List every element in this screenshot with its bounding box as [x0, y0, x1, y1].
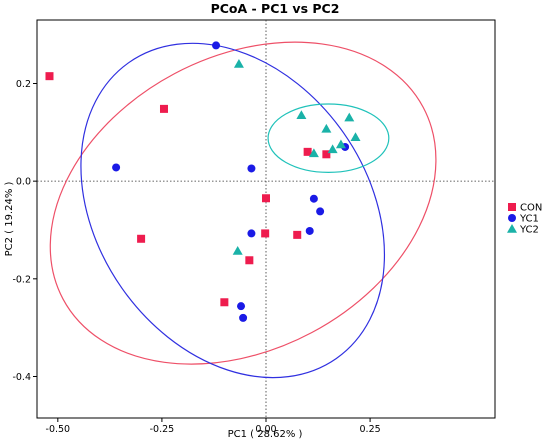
y-tick-label: 0.0	[16, 177, 31, 188]
data-points	[45, 41, 361, 322]
point-yc2	[350, 132, 361, 141]
y-tick-label: 0.2	[16, 79, 31, 90]
point-yc1	[247, 164, 256, 173]
point-con	[293, 230, 302, 239]
x-axis-label: PC1 ( 28.62% )	[228, 429, 303, 440]
point-con	[245, 256, 254, 265]
point-yc1	[237, 302, 246, 311]
point-yc1	[239, 313, 248, 322]
confidence-ellipses	[49, 41, 437, 379]
x-tick-label: -0.50	[46, 424, 71, 435]
point-con	[262, 194, 270, 203]
legend-marker-con	[508, 203, 516, 211]
y-tick-label: -0.2	[12, 274, 31, 285]
legend-label-yc2: YC2	[519, 225, 539, 236]
x-tick-label: 0.00	[255, 424, 276, 435]
point-con	[220, 298, 229, 307]
y-tick-label: -0.4	[12, 372, 31, 383]
ellipse-yc2	[267, 103, 390, 173]
point-con	[137, 234, 146, 243]
y-axis-ticks: -0.4 -0.2 0.0 0.2	[12, 79, 37, 383]
point-con	[159, 104, 168, 113]
point-yc2	[344, 112, 355, 122]
point-con	[303, 147, 312, 156]
point-yc2	[232, 245, 243, 255]
legend-marker-yc1	[508, 214, 516, 222]
chart-title: PCoA - PC1 vs PC2	[211, 1, 340, 16]
point-yc2	[233, 58, 244, 68]
y-axis-label: PC2 ( 19.24% )	[4, 181, 15, 256]
point-yc2	[296, 110, 307, 119]
point-con	[322, 150, 331, 159]
x-tick-label: -0.25	[150, 424, 175, 435]
point-con	[45, 72, 54, 81]
ellipse-yc1	[80, 42, 386, 379]
legend-marker-yc2	[507, 224, 517, 233]
legend-label-con: CON	[520, 203, 542, 214]
x-axis-ticks: -0.50 -0.25 0.00 0.25	[46, 418, 381, 435]
point-yc2	[335, 139, 346, 149]
point-yc2	[308, 148, 319, 158]
point-yc1	[247, 229, 256, 238]
point-yc1	[112, 163, 121, 172]
point-yc1	[316, 207, 325, 216]
point-yc1	[309, 194, 318, 203]
reference-lines	[37, 20, 495, 418]
ellipse-con	[49, 41, 437, 365]
legend-label-yc1: YC1	[519, 214, 539, 225]
point-yc2	[327, 144, 338, 154]
point-con	[261, 229, 270, 238]
point-yc2	[321, 123, 332, 133]
x-tick-label: 0.25	[360, 424, 381, 435]
point-yc1	[212, 41, 221, 50]
point-yc1	[305, 226, 314, 235]
